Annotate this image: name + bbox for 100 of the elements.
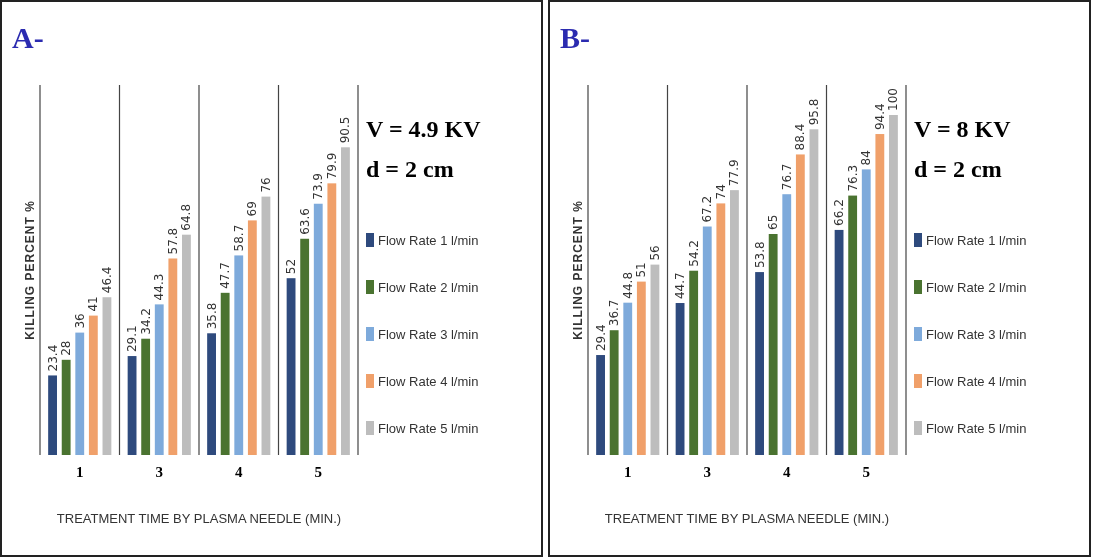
bar bbox=[154, 304, 164, 455]
data-label: 95.8 bbox=[806, 98, 821, 126]
bar bbox=[286, 278, 296, 455]
text: d = 2 cm bbox=[914, 156, 1002, 182]
legend-label: Flow Rate 1 l/min bbox=[378, 233, 479, 248]
data-label: 63.6 bbox=[297, 208, 312, 235]
data-label: 77.9 bbox=[727, 159, 742, 187]
bar bbox=[834, 229, 844, 455]
bar bbox=[261, 196, 271, 455]
chart-title: B- bbox=[560, 21, 590, 54]
bar bbox=[809, 129, 819, 455]
data-label: 54.2 bbox=[686, 240, 701, 267]
bar bbox=[861, 169, 871, 455]
text: V = 4.9 KV bbox=[366, 116, 482, 142]
y-axis-title: KILLING PERCENT % bbox=[571, 200, 585, 340]
bar bbox=[313, 203, 323, 455]
bar bbox=[75, 332, 85, 455]
data-label: 36 bbox=[72, 313, 87, 329]
data-label: 100 bbox=[886, 88, 901, 111]
bar bbox=[247, 220, 257, 455]
x-tick-label: 3 bbox=[703, 464, 711, 480]
data-label: 57.8 bbox=[165, 227, 180, 255]
data-label: 67.2 bbox=[700, 195, 715, 223]
legend-label: Flow Rate 2 l/min bbox=[378, 280, 479, 295]
data-label: 36.7 bbox=[607, 299, 622, 327]
data-label: 90.5 bbox=[338, 116, 353, 144]
chart-title: A- bbox=[12, 21, 44, 54]
data-label: 28 bbox=[59, 340, 74, 356]
data-label: 51 bbox=[634, 262, 649, 278]
x-tick-label: 1 bbox=[624, 464, 632, 480]
legend-label: Flow Rate 3 l/min bbox=[926, 327, 1027, 342]
bar bbox=[61, 359, 71, 455]
bar bbox=[623, 302, 633, 455]
bar bbox=[609, 330, 619, 455]
bar bbox=[689, 270, 699, 455]
data-label: 44.8 bbox=[620, 271, 635, 299]
bar bbox=[795, 154, 805, 455]
bar bbox=[702, 226, 712, 455]
bar bbox=[650, 264, 660, 455]
x-tick-label: 5 bbox=[314, 464, 322, 480]
data-label: 65 bbox=[766, 214, 781, 230]
data-label: 52 bbox=[284, 258, 299, 275]
data-label: 29.1 bbox=[125, 325, 140, 353]
bar bbox=[88, 315, 98, 455]
data-label: 74 bbox=[713, 184, 728, 200]
data-label: 46.4 bbox=[99, 266, 114, 294]
legend-label: Flow Rate 5 l/min bbox=[926, 421, 1027, 436]
data-label: 58.7 bbox=[231, 224, 246, 252]
data-label: 44.3 bbox=[152, 273, 167, 301]
data-label: 53.8 bbox=[752, 241, 767, 269]
bar bbox=[127, 356, 137, 455]
y-axis-title: KILLING PERCENT % bbox=[23, 200, 37, 340]
bar bbox=[782, 194, 792, 455]
data-label: 88.4 bbox=[793, 123, 808, 151]
data-label: 94.4 bbox=[872, 103, 887, 131]
bar bbox=[300, 238, 310, 455]
data-label: 56 bbox=[647, 245, 662, 261]
bar bbox=[182, 234, 191, 455]
bar bbox=[768, 234, 778, 455]
x-axis-title: TREATMENT TIME BY PLASMA NEEDLE (MIN.) bbox=[604, 511, 890, 526]
data-label: 29.4 bbox=[593, 324, 608, 352]
data-label: 41 bbox=[86, 296, 101, 312]
bar bbox=[341, 147, 350, 455]
bar bbox=[220, 292, 230, 455]
x-axis-title: TREATMENT TIME BY PLASMA NEEDLE (MIN.) bbox=[56, 511, 342, 526]
bar bbox=[848, 195, 858, 455]
bar bbox=[875, 134, 885, 455]
bar bbox=[234, 255, 244, 455]
data-label: 47.7 bbox=[218, 262, 233, 289]
legend-label: Flow Rate 4 l/min bbox=[378, 374, 479, 389]
bar bbox=[141, 338, 151, 455]
text: V = 8 KV bbox=[914, 116, 1012, 142]
data-label: 66.2 bbox=[832, 199, 847, 226]
legend-label: Flow Rate 4 l/min bbox=[926, 374, 1027, 389]
legend-label: Flow Rate 3 l/min bbox=[378, 327, 479, 342]
bar bbox=[596, 355, 605, 455]
bar bbox=[889, 115, 898, 455]
data-label: 69 bbox=[245, 201, 260, 217]
x-tick-label: 4 bbox=[235, 464, 243, 480]
data-label: 44.7 bbox=[673, 272, 688, 300]
bar bbox=[48, 375, 57, 455]
data-label: 73.9 bbox=[311, 173, 326, 200]
data-label: 76.7 bbox=[779, 163, 794, 191]
bar bbox=[730, 190, 739, 455]
bar bbox=[327, 183, 337, 455]
data-label: 23.4 bbox=[45, 344, 60, 372]
text: d = 2 cm bbox=[366, 156, 454, 182]
bar bbox=[102, 297, 112, 455]
data-label: 76 bbox=[258, 177, 273, 193]
legend-label: Flow Rate 1 l/min bbox=[926, 233, 1027, 248]
legend-label: Flow Rate 2 l/min bbox=[926, 280, 1027, 295]
x-tick-label: 5 bbox=[862, 464, 870, 480]
bar bbox=[207, 333, 216, 455]
x-tick-label: 1 bbox=[76, 464, 84, 480]
legend-label: Flow Rate 5 l/min bbox=[378, 421, 479, 436]
data-label: 79.9 bbox=[324, 152, 339, 180]
x-tick-label: 4 bbox=[783, 464, 791, 480]
x-tick-label: 3 bbox=[155, 464, 163, 480]
data-label: 34.2 bbox=[138, 308, 153, 335]
bar bbox=[636, 281, 646, 455]
